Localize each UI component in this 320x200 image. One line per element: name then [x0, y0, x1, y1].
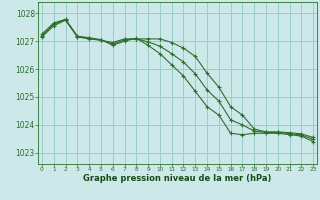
X-axis label: Graphe pression niveau de la mer (hPa): Graphe pression niveau de la mer (hPa) [84, 174, 272, 183]
